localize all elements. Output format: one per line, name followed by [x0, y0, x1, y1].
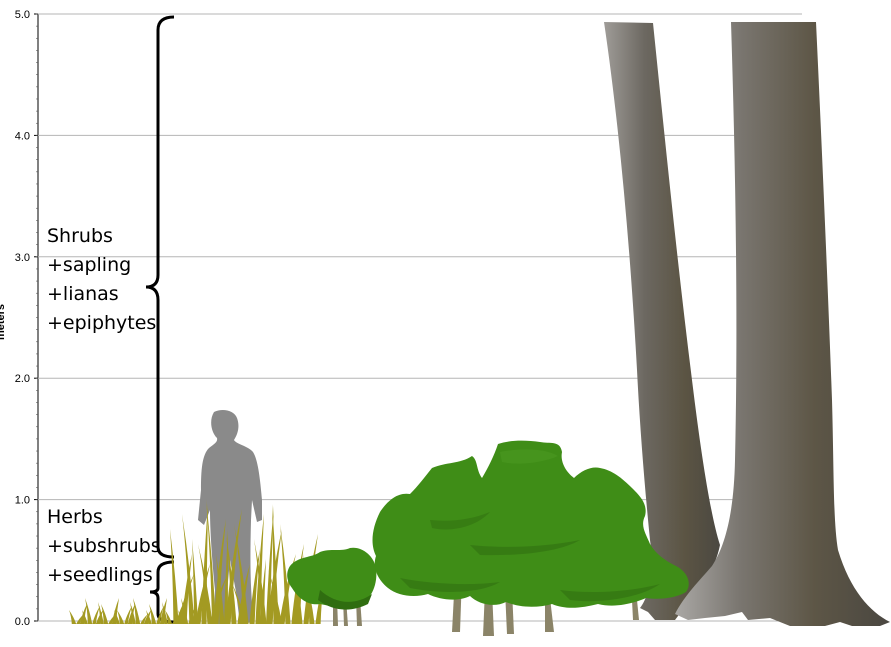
grass-blade	[146, 610, 152, 624]
grass-blade	[85, 598, 93, 624]
shrub-layer-line-4: +epiphytes	[47, 312, 156, 334]
grass-blade	[143, 610, 151, 624]
tree-trunk-left	[604, 22, 720, 620]
grass-blade	[225, 509, 242, 624]
grass-blade	[98, 602, 104, 624]
herb-layer-line-1: Herbs	[47, 506, 103, 528]
grass-blade	[249, 549, 260, 624]
herb-layer-label: Herbs +subshrubs +seedlings	[47, 506, 161, 586]
grass-blade	[226, 534, 237, 624]
grass-blade	[156, 606, 164, 624]
tree-trunk-icon	[604, 22, 890, 626]
y-tick-label: 2.0	[15, 373, 30, 385]
shrub-icon	[287, 440, 689, 610]
grass-blade	[192, 539, 198, 624]
y-tick-label: 3.0	[15, 252, 30, 264]
y-tick-label: 0.0	[15, 616, 30, 628]
grass-blade	[170, 529, 179, 624]
grass-icon	[69, 499, 324, 624]
y-axis-title: meters	[0, 304, 7, 340]
grass-blade	[133, 598, 141, 624]
tick-marks	[34, 13, 38, 622]
person-silhouette-icon	[198, 410, 262, 624]
grass-blade	[234, 524, 249, 624]
shrub-large	[372, 440, 689, 608]
grass-blade	[111, 598, 119, 624]
grass-blade	[206, 499, 216, 624]
grass-blade	[224, 529, 228, 624]
shrub-layer-line-3: +lianas	[47, 283, 119, 305]
grass-blade	[182, 514, 195, 624]
grass-blade	[69, 610, 77, 624]
grass-blade	[124, 606, 132, 624]
tree-trunk-right	[675, 22, 890, 626]
y-tick-label: 5.0	[15, 9, 30, 21]
grass-blade	[198, 544, 213, 624]
grass-blade	[230, 579, 246, 624]
grass-blade	[255, 514, 264, 624]
grass-blade	[272, 504, 279, 624]
grass-blade	[92, 606, 100, 624]
herb-layer-line-2: +subshrubs	[47, 535, 161, 557]
grass-blade	[280, 524, 291, 624]
grass-blade	[117, 610, 125, 624]
y-tick-label: 1.0	[15, 495, 30, 507]
herb-layer-line-3: +seedlings	[47, 564, 153, 586]
y-tick-label: 4.0	[15, 130, 30, 142]
grass-blade	[82, 610, 88, 624]
grass-blade	[130, 602, 136, 624]
grass-blade	[149, 604, 157, 624]
shrub-small	[287, 547, 377, 609]
grass-blade	[266, 506, 274, 624]
grass-blade	[165, 610, 173, 624]
grass-blade	[216, 554, 225, 624]
grass-blade	[268, 569, 282, 624]
shrub-layer-bracket	[145, 15, 175, 559]
grass-blade	[260, 559, 266, 624]
herb-layer-bracket	[149, 560, 175, 624]
grass-blade	[114, 610, 120, 624]
grass-blade	[127, 604, 135, 624]
grass-blade	[178, 574, 194, 624]
shrub-layer-line-2: +sapling	[47, 254, 131, 276]
grass-blade	[140, 614, 148, 624]
shrub-layer-line-1: Shrubs	[47, 225, 113, 247]
shrub-layer-label: Shrubs +sapling +lianas +epiphytes	[47, 225, 156, 334]
grass-blade	[213, 519, 226, 624]
tick-labels: 0.0 1.0 2.0 3.0 4.0 5.0	[15, 9, 30, 628]
grass-blade	[162, 602, 168, 624]
grass-blade	[101, 604, 109, 624]
